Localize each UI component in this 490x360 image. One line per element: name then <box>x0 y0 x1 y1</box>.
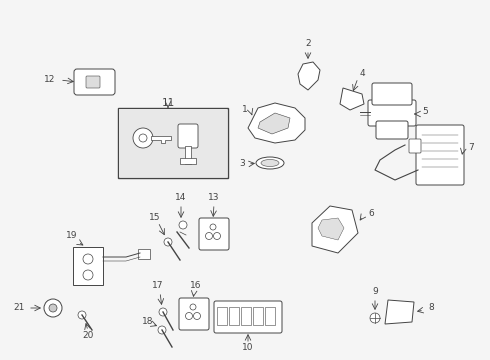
Text: 13: 13 <box>208 194 220 202</box>
FancyBboxPatch shape <box>372 83 412 105</box>
Bar <box>138 249 150 259</box>
Text: 4: 4 <box>359 69 365 78</box>
Polygon shape <box>298 62 320 90</box>
Text: 1: 1 <box>242 105 248 114</box>
Circle shape <box>186 312 193 320</box>
Text: 8: 8 <box>428 303 434 312</box>
Circle shape <box>78 311 86 319</box>
Text: 20: 20 <box>82 330 94 339</box>
Circle shape <box>210 224 216 230</box>
Text: 18: 18 <box>142 318 154 327</box>
Ellipse shape <box>256 157 284 169</box>
FancyBboxPatch shape <box>199 218 229 250</box>
Circle shape <box>179 221 187 229</box>
Bar <box>253 307 263 325</box>
Circle shape <box>159 308 167 316</box>
Circle shape <box>214 233 220 239</box>
Bar <box>185 146 191 164</box>
Polygon shape <box>151 136 171 143</box>
Circle shape <box>83 270 93 280</box>
Circle shape <box>370 313 380 323</box>
Bar <box>217 307 227 325</box>
Circle shape <box>190 304 196 310</box>
Text: 21: 21 <box>14 303 25 312</box>
FancyBboxPatch shape <box>74 69 115 95</box>
Ellipse shape <box>261 159 279 166</box>
Polygon shape <box>258 113 290 134</box>
Circle shape <box>164 238 172 246</box>
Circle shape <box>44 299 62 317</box>
FancyBboxPatch shape <box>179 298 209 330</box>
Text: 10: 10 <box>242 343 254 352</box>
Text: 6: 6 <box>368 210 374 219</box>
Polygon shape <box>312 206 358 253</box>
Text: 15: 15 <box>149 213 161 222</box>
Text: 5: 5 <box>422 108 428 117</box>
Bar <box>118 108 228 178</box>
FancyBboxPatch shape <box>368 100 416 126</box>
Bar <box>265 307 275 325</box>
FancyBboxPatch shape <box>409 139 421 153</box>
Polygon shape <box>248 103 305 143</box>
Polygon shape <box>318 218 344 240</box>
FancyBboxPatch shape <box>73 247 103 285</box>
FancyBboxPatch shape <box>376 121 408 139</box>
Bar <box>241 307 251 325</box>
FancyBboxPatch shape <box>86 76 100 88</box>
FancyBboxPatch shape <box>214 301 282 333</box>
Bar <box>119 109 227 177</box>
Circle shape <box>158 326 166 334</box>
Text: 19: 19 <box>66 231 78 240</box>
Text: 12: 12 <box>44 76 55 85</box>
Circle shape <box>194 312 200 320</box>
Text: 14: 14 <box>175 194 187 202</box>
Circle shape <box>133 128 153 148</box>
Circle shape <box>83 254 93 264</box>
Circle shape <box>205 233 213 239</box>
Bar <box>180 158 196 164</box>
FancyBboxPatch shape <box>178 124 198 148</box>
Text: 16: 16 <box>190 282 202 291</box>
Text: 7: 7 <box>468 144 474 153</box>
Bar <box>229 307 239 325</box>
Text: 9: 9 <box>372 288 378 297</box>
Text: 11: 11 <box>161 98 174 108</box>
Text: 3: 3 <box>239 159 245 168</box>
Circle shape <box>49 304 57 312</box>
Text: 17: 17 <box>152 282 164 291</box>
Polygon shape <box>385 300 414 324</box>
Text: 2: 2 <box>305 40 311 49</box>
FancyBboxPatch shape <box>416 125 464 185</box>
Circle shape <box>139 134 147 142</box>
Polygon shape <box>340 88 364 110</box>
